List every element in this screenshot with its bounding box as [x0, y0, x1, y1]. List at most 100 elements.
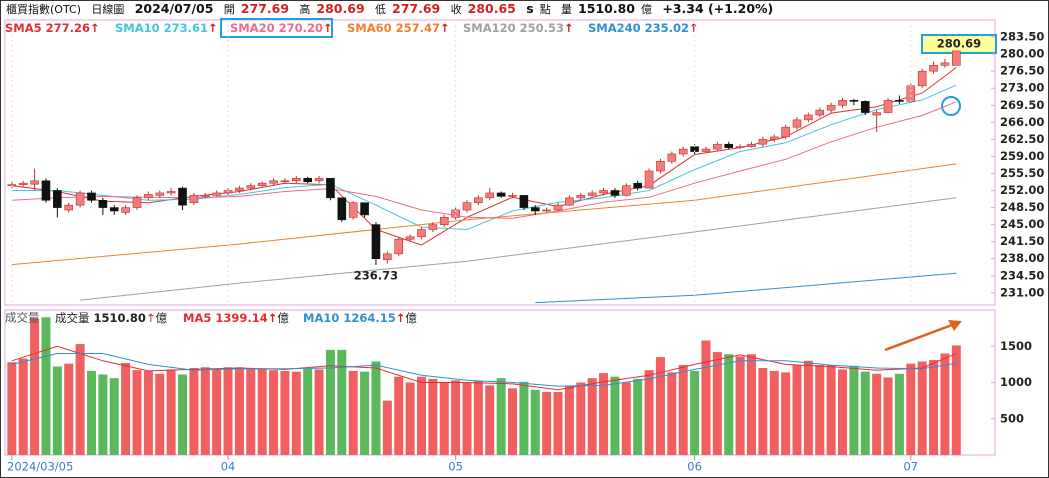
legend-name: SMA10	[115, 21, 160, 35]
y-tick-label: 1000	[1000, 375, 1032, 389]
legend-item: SMA20 270.20↑	[230, 21, 333, 35]
candle-body	[383, 253, 392, 260]
y-tick-label: 266.00	[1000, 115, 1044, 129]
candle-body	[121, 207, 130, 213]
volume-bar	[178, 374, 188, 455]
legend-value: 1399.14	[215, 311, 267, 325]
candle-body	[724, 143, 734, 148]
legend-value: 1264.15	[343, 311, 395, 325]
volume-bar	[428, 378, 438, 455]
y-tick-label: 280.00	[1000, 47, 1044, 61]
volume-bar	[655, 357, 665, 455]
candle-body	[542, 209, 551, 212]
volume-bar	[166, 369, 176, 455]
volume-bar	[155, 373, 165, 455]
y-tick-label: 276.50	[1000, 64, 1044, 78]
candle-body	[644, 170, 654, 189]
volume-bar	[701, 340, 711, 455]
low: 277.69	[392, 1, 441, 16]
candle-body	[792, 119, 802, 128]
candle-body	[565, 197, 574, 206]
candle-body	[530, 207, 540, 212]
candle-body	[292, 178, 301, 182]
legend-name: MA5	[183, 311, 211, 325]
candle-body	[200, 195, 210, 197]
candle-body	[280, 180, 290, 183]
high-label: 280.69	[937, 37, 981, 51]
candle-body	[166, 191, 176, 194]
legend-item: MA10 1264.15↑億	[303, 311, 417, 325]
candle-body	[155, 192, 165, 196]
y-tick-label: 234.50	[1000, 268, 1044, 282]
volume-unit: 億	[640, 3, 652, 16]
candle-body	[713, 143, 722, 150]
volume-bar	[667, 372, 677, 455]
volume-bar	[348, 370, 358, 455]
legend-arrow: ↑	[268, 311, 278, 325]
legend-arrow: ↑	[440, 21, 450, 35]
candle-body	[132, 197, 142, 208]
volume-bar	[280, 370, 290, 455]
candle-body	[348, 202, 358, 218]
candle-body	[508, 195, 517, 197]
legend-name: SMA240	[588, 21, 641, 35]
candle-body	[64, 204, 74, 211]
candle-body	[439, 217, 449, 225]
period: 日線圖	[91, 3, 125, 16]
candle-body	[109, 207, 119, 212]
legend-unit: 億	[156, 311, 168, 325]
volume-bar	[917, 361, 927, 455]
candle-body	[917, 70, 927, 87]
volume-bar	[849, 365, 859, 455]
volume-bar	[769, 370, 779, 455]
candle-body	[622, 185, 631, 196]
legend-item: SMA10 273.61↑	[115, 21, 218, 35]
legend-item: SMA5 277.26↑	[5, 21, 100, 35]
volume-bar	[52, 366, 62, 455]
y-tick-label: 252.00	[1000, 183, 1044, 197]
volume-bar	[416, 376, 426, 455]
volume-bar	[223, 367, 233, 455]
candle-body	[462, 202, 472, 211]
candle-body	[667, 153, 677, 162]
ma-line	[11, 101, 957, 219]
volume-bar	[382, 400, 392, 455]
volume-bar	[826, 365, 836, 455]
y-tick-label: 1500	[1000, 339, 1032, 353]
highlight-circle	[941, 96, 961, 116]
volume-bar	[644, 370, 654, 455]
legend-name: SMA5	[5, 21, 42, 35]
date: 2024/07/05	[134, 1, 214, 16]
ma-line	[11, 353, 957, 387]
candle-body	[474, 197, 483, 203]
close-label: 收	[450, 3, 462, 16]
index-name: 櫃買指數(OTC)	[6, 3, 81, 16]
legend-name: MA10	[303, 311, 339, 325]
candle-body	[815, 109, 825, 116]
legend-arrow: ↑	[146, 311, 156, 325]
legend-name: 成交量	[55, 311, 90, 325]
volume-bar	[860, 371, 870, 455]
x-tick-label: 07	[903, 460, 918, 474]
candle-body	[303, 178, 312, 183]
volume-bar	[7, 362, 17, 455]
legend-item: 成交量 1510.80↑億	[55, 311, 168, 325]
candle-body	[144, 194, 153, 199]
candle-body	[326, 178, 335, 199]
legend-item: SMA60 257.47↑	[347, 21, 450, 35]
legend-name: SMA20	[230, 21, 275, 35]
volume-label: 量	[561, 3, 573, 16]
y-tick-label: 500	[1000, 411, 1024, 425]
candle-body	[178, 187, 187, 206]
volume-bar	[41, 317, 51, 455]
volume-bar	[200, 367, 210, 455]
volume-bar	[234, 367, 244, 455]
volume-bar	[621, 382, 631, 455]
volume-bar	[291, 371, 301, 455]
trend-arrow-head	[948, 320, 962, 331]
volume-bar	[633, 378, 643, 455]
volume-bar	[64, 363, 74, 455]
candle-body	[576, 195, 586, 199]
